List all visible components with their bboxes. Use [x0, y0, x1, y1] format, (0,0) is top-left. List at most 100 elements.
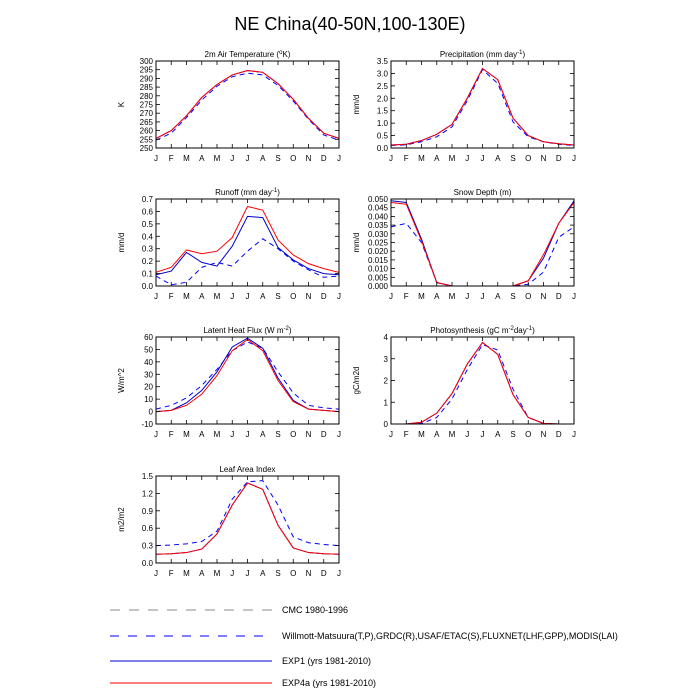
x-tick-label: N — [306, 154, 312, 163]
x-tick-label: O — [290, 569, 296, 578]
x-tick-label: O — [290, 154, 296, 163]
x-tick-label: A — [495, 292, 501, 301]
plot-frame — [155, 475, 340, 564]
x-tick-label: O — [525, 154, 531, 163]
series-line-exp4a — [391, 341, 574, 424]
x-tick-label: J — [337, 292, 341, 301]
series-line-exp4a — [156, 70, 339, 139]
x-tick-label: J — [154, 292, 158, 301]
plot-frame — [390, 60, 575, 149]
x-tick-label: J — [481, 154, 485, 163]
series-line-exp4a — [156, 205, 339, 273]
panel-title: Precipitation (mm day-1) — [440, 50, 526, 59]
y-tick-label: 290 — [140, 74, 154, 83]
y-tick-label: 260 — [140, 127, 154, 136]
y-tick-label: 0.5 — [377, 132, 389, 141]
series-line-obs — [391, 222, 574, 286]
plot-frame — [155, 60, 340, 149]
x-tick-label: M — [418, 292, 425, 301]
y-tick-label: 0.025 — [368, 239, 389, 248]
series-group — [156, 480, 339, 555]
y-tick-label: 0.015 — [368, 256, 389, 265]
y-axis-label: mm/d — [352, 95, 361, 115]
x-tick-label: M — [214, 569, 221, 578]
x-tick-label: M — [449, 292, 456, 301]
y-tick-label: 1.5 — [142, 472, 154, 481]
x-tick-label: J — [389, 154, 393, 163]
x-tick-label: J — [246, 154, 250, 163]
y-tick-label: 0 — [149, 408, 154, 417]
panel-title: Latent Heat Flux (W m-2) — [203, 326, 291, 335]
y-tick-label: 10 — [144, 395, 153, 404]
x-tick-label: O — [290, 430, 296, 439]
series-line-exp1 — [391, 67, 574, 146]
y-tick-label: 255 — [140, 135, 154, 144]
series-group — [156, 337, 339, 413]
x-tick-label: S — [275, 569, 280, 578]
x-tick-label: O — [525, 292, 531, 301]
x-tick-label: J — [572, 430, 576, 439]
series-group — [156, 70, 339, 141]
y-tick-label: 60 — [144, 333, 153, 342]
y-tick-label: 0.3 — [142, 245, 154, 254]
y-tick-label: 285 — [140, 83, 154, 92]
x-tick-label: J — [230, 569, 234, 578]
y-tick-label: 20 — [144, 383, 153, 392]
x-tick-label: D — [556, 292, 562, 301]
y-tick-label: 1 — [384, 398, 389, 407]
x-tick-label: N — [306, 430, 312, 439]
series-group — [391, 67, 574, 147]
series-line-exp1 — [156, 215, 339, 276]
series-line-obs — [391, 68, 574, 147]
x-tick-label: M — [214, 430, 221, 439]
y-tick-label: 0.035 — [368, 221, 389, 230]
x-tick-label: J — [246, 430, 250, 439]
legend-item-obs: Willmott-Matsuura(T,P),GRDC(R),USAF/ETAC… — [110, 631, 618, 641]
x-tick-label: J — [230, 430, 234, 439]
x-tick-label: S — [510, 430, 515, 439]
y-tick-label: 50 — [144, 345, 153, 354]
legend-item-exp4a: EXP4a (yrs 1981-2010) — [110, 678, 376, 688]
x-tick-label: A — [199, 430, 205, 439]
series-group — [391, 200, 574, 286]
x-tick-label: J — [481, 430, 485, 439]
panel-title: Runoff (mm day-1) — [215, 188, 280, 197]
y-tick-label: 0.9 — [142, 507, 154, 516]
x-tick-label: A — [495, 154, 501, 163]
x-tick-label: J — [572, 292, 576, 301]
x-tick-label: F — [169, 569, 174, 578]
x-tick-label: D — [321, 154, 327, 163]
x-tick-label: M — [214, 154, 221, 163]
y-tick-label: 250 — [140, 144, 154, 153]
series-group — [391, 341, 574, 424]
y-tick-label: 0.010 — [368, 265, 389, 274]
series-line-exp1 — [391, 200, 574, 286]
y-tick-label: 0.045 — [368, 204, 389, 213]
x-tick-label: J — [246, 292, 250, 301]
x-tick-label: A — [495, 430, 501, 439]
x-tick-label: N — [541, 292, 547, 301]
y-tick-label: 0.000 — [368, 282, 389, 291]
series-line-exp4a — [391, 67, 574, 146]
series-line-obs — [156, 72, 339, 141]
x-tick-label: N — [306, 569, 312, 578]
y-tick-label: 270 — [140, 109, 154, 118]
legend-label: Willmott-Matsuura(T,P),GRDC(R),USAF/ETAC… — [282, 631, 618, 641]
x-tick-label: S — [275, 292, 280, 301]
y-tick-label: 1.5 — [377, 107, 389, 116]
legend-item-cmc: CMC 1980-1996 — [110, 605, 348, 615]
y-tick-label: 0.3 — [142, 542, 154, 551]
x-tick-label: A — [434, 430, 440, 439]
legend-label: EXP1 (yrs 1981-2010) — [282, 656, 371, 666]
y-tick-label: 0.040 — [368, 212, 389, 221]
y-tick-label: 3.5 — [377, 57, 389, 66]
x-tick-label: J — [154, 569, 158, 578]
plot-frame — [155, 336, 340, 425]
series-line-obs — [156, 238, 339, 286]
x-tick-label: J — [389, 292, 393, 301]
x-tick-label: N — [541, 430, 547, 439]
x-tick-label: D — [321, 569, 327, 578]
y-tick-label: 3.0 — [377, 69, 389, 78]
panel-runoff: 0.00.10.20.30.40.50.60.7J F M A M J J A S O N D JRun… — [117, 188, 341, 301]
